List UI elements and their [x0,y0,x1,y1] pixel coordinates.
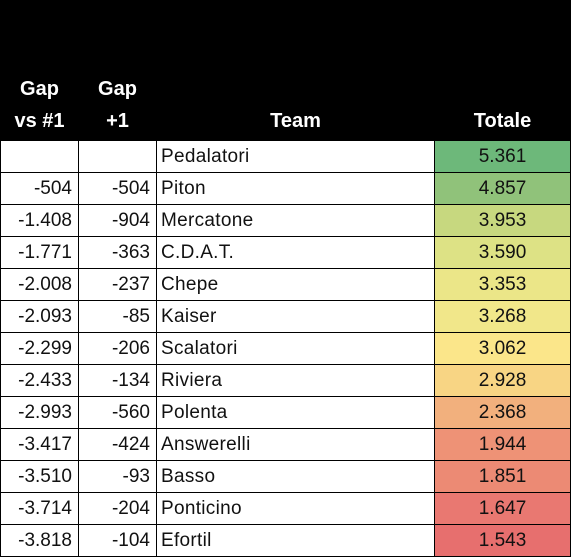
gap-prev-cell: -424 [78,428,157,461]
total-cell: 3.590 [434,236,571,269]
team-cell: Chepe [156,268,435,301]
table-row: -2.093 -85 Kaiser 3.268 [0,300,571,333]
table-row: -1.408 -904 Mercatone 3.953 [0,204,571,237]
team-cell: Pedalatori [156,140,435,173]
gap-vs-first-cell: -2.433 [0,364,79,397]
team-cell: Answerelli [156,428,435,461]
table-row: -504 -504 Piton 4.857 [0,172,571,205]
team-cell: Mercatone [156,204,435,237]
gap-prev-cell: -363 [78,236,157,269]
team-cell: Efortil [156,524,435,557]
header-gap-vs-first: Gap vs #1 [0,0,79,141]
gap-vs-first-cell: -2.993 [0,396,79,429]
table-row: -2.993 -560 Polenta 2.368 [0,396,571,429]
total-cell: 2.368 [434,396,571,429]
total-cell: 1.647 [434,492,571,525]
total-cell: 3.062 [434,332,571,365]
header-gap-vs-first-line1: Gap [20,78,59,100]
gap-vs-first-cell: -1.408 [0,204,79,237]
gap-prev-cell: -134 [78,364,157,397]
gap-vs-first-cell [0,140,79,173]
table-row: -1.771 -363 C.D.A.T. 3.590 [0,236,571,269]
total-cell: 5.361 [434,140,571,173]
gap-vs-first-cell: -2.008 [0,268,79,301]
header-row: Gap vs #1 Gap +1 Team Totale [0,0,571,141]
gap-prev-cell: -204 [78,492,157,525]
header-total: Totale [434,0,571,141]
table-row: -3.714 -204 Ponticino 1.647 [0,492,571,525]
gap-vs-first-cell: -1.771 [0,236,79,269]
table-row: -3.510 -93 Basso 1.851 [0,460,571,493]
header-team: Team [156,0,435,141]
team-cell: Ponticino [156,492,435,525]
gap-prev-cell: -904 [78,204,157,237]
team-cell: Polenta [156,396,435,429]
header-gap-prev-line1: Gap [98,78,137,100]
gap-prev-cell [78,140,157,173]
table-row: -2.433 -134 Riviera 2.928 [0,364,571,397]
table-row: -2.008 -237 Chepe 3.353 [0,268,571,301]
team-cell: Basso [156,460,435,493]
total-cell: 3.953 [434,204,571,237]
gap-vs-first-cell: -3.818 [0,524,79,557]
team-cell: Scalatori [156,332,435,365]
gap-prev-cell: -560 [78,396,157,429]
table-row: -3.818 -104 Efortil 1.543 [0,524,571,557]
table-row: Pedalatori 5.361 [0,140,571,173]
gap-prev-cell: -237 [78,268,157,301]
gap-vs-first-cell: -3.714 [0,492,79,525]
header-gap-vs-first-line2: vs #1 [14,110,65,132]
header-gap-prev: Gap +1 [78,0,157,141]
total-cell: 1.543 [434,524,571,557]
header-gap-prev-line2: +1 [106,110,129,132]
team-cell: Kaiser [156,300,435,333]
gap-vs-first-cell: -3.510 [0,460,79,493]
gap-vs-first-cell: -2.299 [0,332,79,365]
gap-vs-first-cell: -3.417 [0,428,79,461]
gap-prev-cell: -104 [78,524,157,557]
total-cell: 4.857 [434,172,571,205]
gap-prev-cell: -85 [78,300,157,333]
gap-vs-first-cell: -2.093 [0,300,79,333]
gap-vs-first-cell: -504 [0,172,79,205]
team-cell: Riviera [156,364,435,397]
gap-prev-cell: -504 [78,172,157,205]
table-body: Pedalatori 5.361 -504 -504 Piton 4.857 -1.408-… [0,140,571,557]
total-cell: 1.851 [434,460,571,493]
total-cell: 1.944 [434,428,571,461]
team-cell: Piton [156,172,435,205]
total-cell: 3.353 [434,268,571,301]
table-row: -2.299 -206 Scalatori 3.062 [0,332,571,365]
gap-prev-cell: -206 [78,332,157,365]
total-cell: 2.928 [434,364,571,397]
gap-prev-cell: -93 [78,460,157,493]
table-row: -3.417 -424 Answerelli 1.944 [0,428,571,461]
total-cell: 3.268 [434,300,571,333]
team-cell: C.D.A.T. [156,236,435,269]
